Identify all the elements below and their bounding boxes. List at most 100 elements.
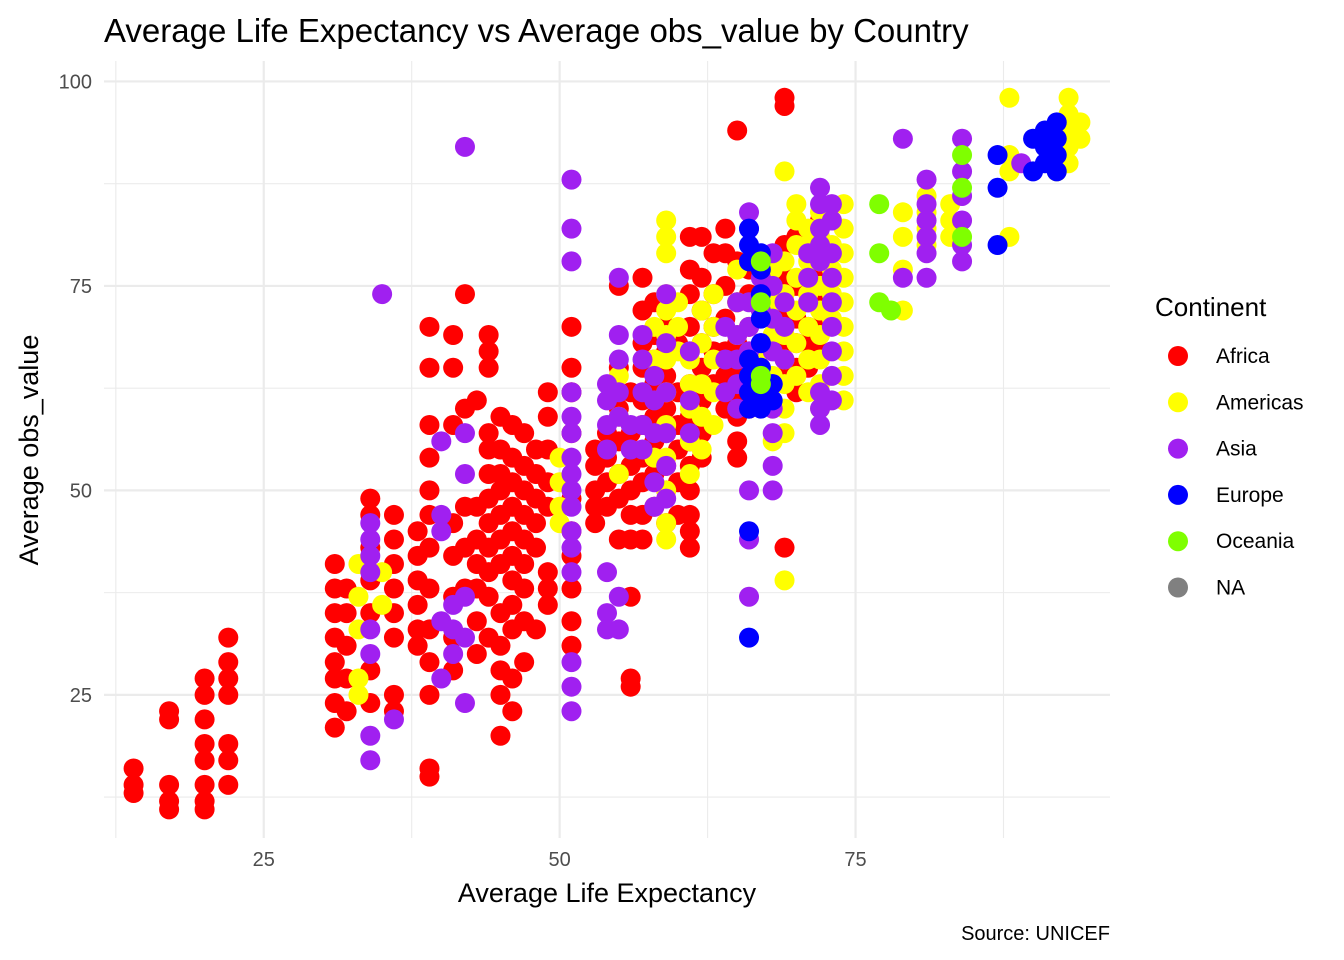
point-africa xyxy=(218,750,239,771)
point-africa xyxy=(454,284,475,305)
point-africa xyxy=(774,537,795,558)
point-africa xyxy=(514,554,535,575)
point-americas xyxy=(786,333,807,354)
point-asia xyxy=(454,136,475,157)
x-tick-label: 50 xyxy=(549,849,571,871)
point-africa xyxy=(383,578,404,599)
point-asia xyxy=(952,128,973,149)
point-americas xyxy=(691,300,712,321)
point-oceania xyxy=(952,177,973,198)
point-asia xyxy=(454,586,475,607)
point-asia xyxy=(608,382,629,403)
point-americas xyxy=(656,210,677,231)
point-africa xyxy=(218,733,239,754)
point-asia xyxy=(656,488,677,509)
data-points xyxy=(123,87,1091,820)
point-asia xyxy=(810,414,831,435)
point-africa xyxy=(419,537,440,558)
point-africa xyxy=(123,758,144,779)
point-africa xyxy=(466,643,487,664)
point-americas xyxy=(892,226,913,247)
point-asia xyxy=(608,267,629,288)
point-americas xyxy=(786,365,807,386)
legend-key-europe xyxy=(1168,484,1188,505)
point-europe xyxy=(987,235,1008,256)
point-africa xyxy=(537,594,558,615)
point-americas xyxy=(892,202,913,223)
point-asia xyxy=(916,210,937,231)
point-africa xyxy=(336,635,357,656)
point-africa xyxy=(525,619,546,640)
point-asia xyxy=(821,243,842,264)
legend-label-europe: Europe xyxy=(1216,484,1284,507)
point-africa xyxy=(218,668,239,689)
point-americas xyxy=(691,439,712,460)
point-asia xyxy=(739,202,760,223)
point-americas xyxy=(774,161,795,182)
x-tick-label: 75 xyxy=(844,849,866,871)
point-africa xyxy=(490,684,511,705)
point-africa xyxy=(419,684,440,705)
point-asia xyxy=(454,693,475,714)
point-americas xyxy=(348,586,369,607)
point-africa xyxy=(691,267,712,288)
point-asia xyxy=(952,161,973,182)
y-tick-label: 75 xyxy=(70,276,92,298)
point-americas xyxy=(703,414,724,435)
point-africa xyxy=(159,799,180,820)
point-africa xyxy=(478,357,499,378)
point-oceania xyxy=(750,374,771,395)
point-africa xyxy=(419,578,440,599)
legend-key-oceania xyxy=(1168,531,1188,552)
point-asia xyxy=(597,603,617,624)
point-asia xyxy=(892,267,913,288)
point-africa xyxy=(194,709,215,730)
point-asia xyxy=(561,701,582,722)
point-asia xyxy=(561,521,582,542)
point-europe xyxy=(739,521,760,542)
legend-label-americas: Americas xyxy=(1216,391,1304,414)
point-asia xyxy=(431,521,452,542)
point-americas xyxy=(774,570,795,591)
point-asia xyxy=(774,292,795,313)
point-africa xyxy=(478,341,499,362)
point-africa xyxy=(715,218,736,239)
x-tick-labels: 25 50 75 xyxy=(253,849,867,871)
point-asia xyxy=(360,529,381,550)
point-africa xyxy=(194,774,215,795)
point-africa xyxy=(407,594,428,615)
point-asia xyxy=(360,562,381,583)
point-americas xyxy=(348,668,369,689)
point-asia xyxy=(561,218,582,239)
point-americas xyxy=(668,316,689,337)
point-asia xyxy=(821,390,842,411)
point-americas xyxy=(656,529,677,550)
legend-key-na xyxy=(1168,577,1188,598)
legend-label-oceania: Oceania xyxy=(1216,530,1295,553)
point-africa xyxy=(159,709,180,730)
point-asia xyxy=(360,725,381,746)
point-africa xyxy=(537,578,558,599)
point-africa xyxy=(194,750,215,771)
point-asia xyxy=(360,545,381,566)
point-africa xyxy=(123,783,144,804)
point-africa xyxy=(632,529,653,550)
y-tick-label: 25 xyxy=(70,685,92,707)
point-africa xyxy=(679,521,700,542)
point-americas xyxy=(1070,128,1091,149)
point-africa xyxy=(679,504,700,525)
point-asia xyxy=(656,455,677,476)
point-africa xyxy=(502,594,523,615)
point-oceania xyxy=(952,226,973,247)
point-asia xyxy=(916,226,937,247)
point-africa xyxy=(419,316,440,337)
point-asia xyxy=(774,316,795,337)
point-asia xyxy=(597,562,617,583)
point-americas xyxy=(372,594,393,615)
point-asia xyxy=(454,627,475,648)
point-africa xyxy=(478,324,499,345)
point-europe xyxy=(750,308,771,329)
legend: Continent Africa Americas Asia Europe Oceani… xyxy=(1155,292,1304,600)
point-asia xyxy=(821,267,842,288)
point-europe xyxy=(987,177,1008,198)
